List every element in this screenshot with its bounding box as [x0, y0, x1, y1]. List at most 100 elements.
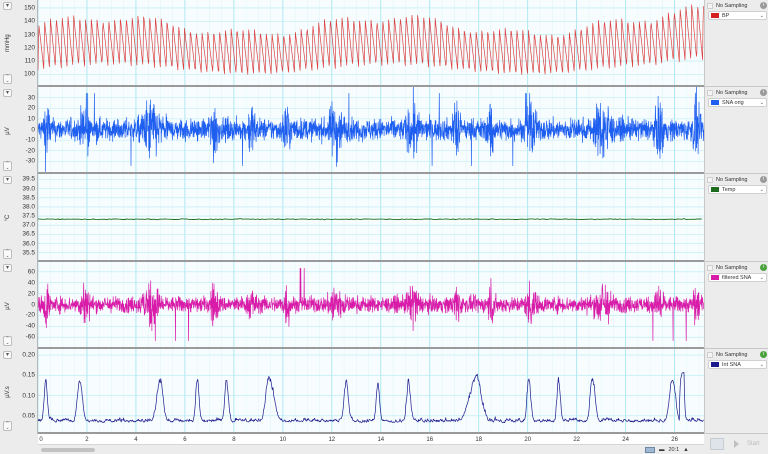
y-axis-int-sna[interactable]: ▾ µV.s 0.20 0.15 0.10 0.05 ⌃ ⌄: [0, 349, 38, 434]
horizontal-scrollbar[interactable]: [38, 446, 618, 454]
sampling-status: No Sampling: [716, 2, 748, 9]
collapse-channel-button[interactable]: ▾: [3, 264, 12, 272]
y-tick-label: 35.5: [22, 249, 35, 257]
time-tick-label: 20: [524, 437, 532, 443]
y-tick-label: 40: [27, 279, 35, 287]
channel-select[interactable]: Temp ⌄: [708, 185, 767, 194]
y-tick-label: 20: [27, 290, 35, 298]
collapse-channel-button[interactable]: ▾: [3, 89, 12, 97]
sampling-status: No Sampling: [716, 89, 748, 96]
y-axis-temp[interactable]: ▾ °C 39.5 39.0 38.5 38.0 37.5 37.0 36.5 36.0 35.5…: [0, 174, 38, 262]
sampling-settings-icon[interactable]: [710, 438, 724, 450]
y-tick-label: 37.5: [22, 212, 35, 220]
channel-select[interactable]: BP ⌄: [708, 11, 767, 20]
sampling-status: No Sampling: [716, 264, 748, 271]
unit-label: °C: [5, 214, 11, 222]
plot-area-bp[interactable]: [38, 0, 704, 87]
channel-lane-temp: ▾ °C 39.5 39.0 38.5 38.0 37.5 37.0 36.5 36.0 35.5…: [0, 174, 768, 262]
channel-status-icon[interactable]: i: [760, 2, 767, 9]
scale-adjust-button[interactable]: ⌃ ⌄: [3, 421, 12, 431]
channel-color-swatch: [711, 100, 719, 105]
y-tick-label: 120: [24, 44, 35, 52]
collapse-channel-button[interactable]: ▾: [3, 2, 12, 10]
channel-color-swatch: [711, 13, 719, 18]
scale-adjust-button[interactable]: ⌃ ⌄: [3, 161, 12, 171]
y-tick-label: -20: [25, 311, 35, 319]
plot-area-int-sna[interactable]: [38, 349, 704, 434]
channel-options-button[interactable]: [707, 351, 713, 358]
y-tick-label: 36.5: [22, 230, 35, 238]
y-tick-label: 30: [27, 94, 35, 102]
y-axis-bp[interactable]: ▾ mmHg 150 140 130 120 110 100 ⌃ ⌄: [0, 0, 38, 87]
y-axis-filtered-sna[interactable]: ▾ µV 60 40 20 0 -20 -40 -60 ⌃ ⌄: [0, 262, 38, 349]
channel-lane-bp: ▾ mmHg 150 140 130 120 110 100 ⌃ ⌄ No Sampling i…: [0, 0, 768, 87]
channel-settings-temp: No Sampling i Temp ⌄: [704, 174, 768, 262]
y-tick-label: 0.05: [22, 412, 35, 420]
channel-select[interactable]: filtered SNA ⌄: [708, 273, 767, 282]
start-button[interactable]: Start: [747, 441, 760, 447]
y-tick-label: 20: [27, 104, 35, 112]
y-tick-label: 130: [24, 31, 35, 39]
time-tick-label: 22: [573, 437, 581, 443]
scale-adjust-button[interactable]: ⌃ ⌄: [3, 74, 12, 84]
time-tick-label: 18: [475, 437, 483, 443]
channel-name: Int SNA: [722, 361, 741, 368]
scrollbar-thumb[interactable]: [41, 448, 95, 452]
channel-select[interactable]: SNA orig ⌄: [708, 98, 767, 107]
y-tick-label: 0.10: [22, 392, 35, 400]
view-mode-icon[interactable]: [645, 447, 655, 453]
scale-adjust-button[interactable]: ⌃ ⌄: [3, 336, 12, 346]
y-tick-label: 36.0: [22, 240, 35, 248]
sampling-status: No Sampling: [716, 351, 748, 358]
time-tick-label: 12: [328, 437, 336, 443]
y-tick-label: 38.0: [22, 203, 35, 211]
time-tick-label: 26: [671, 437, 678, 443]
y-tick-label: 0: [31, 126, 35, 133]
channel-options-button[interactable]: [707, 89, 713, 96]
sampling-status: No Sampling: [716, 176, 748, 183]
chevron-down-icon: ⌄: [759, 186, 764, 193]
y-tick-label: 100: [24, 70, 35, 78]
collapse-channel-button[interactable]: ▾: [3, 176, 12, 184]
y-tick-label: -60: [25, 333, 35, 341]
channel-color-swatch: [711, 187, 719, 192]
channel-status-icon[interactable]: i: [760, 89, 767, 96]
channel-status-icon[interactable]: i: [760, 264, 767, 271]
y-tick-label: 150: [24, 4, 35, 12]
collapse-channel-button[interactable]: ▾: [3, 351, 12, 359]
channel-status-icon[interactable]: i: [760, 176, 767, 183]
time-tick-label: 4: [134, 437, 138, 443]
y-tick-label: 37.0: [22, 221, 35, 229]
channel-options-button[interactable]: [707, 2, 713, 9]
zoom-in-icon[interactable]: ▲: [683, 447, 689, 453]
plot-area-filtered-sna[interactable]: [38, 262, 704, 349]
plot-area-sna-orig[interactable]: [38, 87, 704, 174]
channel-name: filtered SNA: [722, 274, 752, 281]
scale-adjust-button[interactable]: ⌃ ⌄: [3, 249, 12, 259]
zoom-out-icon[interactable]: ▬: [659, 447, 665, 453]
y-axis-sna-orig[interactable]: ▾ µV 30 20 10 0 -10 -20 -30 ⌃ ⌄: [0, 87, 38, 174]
chevron-down-icon: ⌄: [759, 12, 764, 19]
time-tick-label: 8: [232, 437, 236, 443]
time-tick-label: 14: [377, 437, 385, 443]
channel-options-button[interactable]: [707, 264, 713, 271]
zoom-ratio[interactable]: 20:1: [668, 447, 680, 453]
channel-status-icon[interactable]: i: [760, 351, 767, 358]
channel-settings-sna-orig: No Sampling i SNA orig ⌄: [704, 87, 768, 174]
play-icon[interactable]: [734, 440, 739, 448]
y-tick-label: 0: [31, 301, 35, 308]
channel-settings-filtered-sna: No Sampling i filtered SNA ⌄: [704, 262, 768, 349]
zoom-controls: ▬ 20:1 ▲: [645, 446, 689, 454]
unit-label: µV.s: [5, 385, 11, 398]
channel-name: SNA orig: [722, 99, 744, 106]
channel-select[interactable]: Int SNA ⌄: [708, 360, 767, 369]
chevron-down-icon: ⌄: [759, 99, 764, 106]
time-tick-label: 16: [426, 437, 434, 443]
time-tick-label: 6: [183, 437, 187, 443]
y-tick-label: 39.5: [22, 175, 35, 183]
channel-color-swatch: [711, 362, 719, 367]
plot-area-temp[interactable]: [38, 174, 704, 262]
channel-options-button[interactable]: [707, 176, 713, 183]
channel-lane-filtered-sna: ▾ µV 60 40 20 0 -20 -40 -60 ⌃ ⌄ No Sampling i fil…: [0, 262, 768, 349]
